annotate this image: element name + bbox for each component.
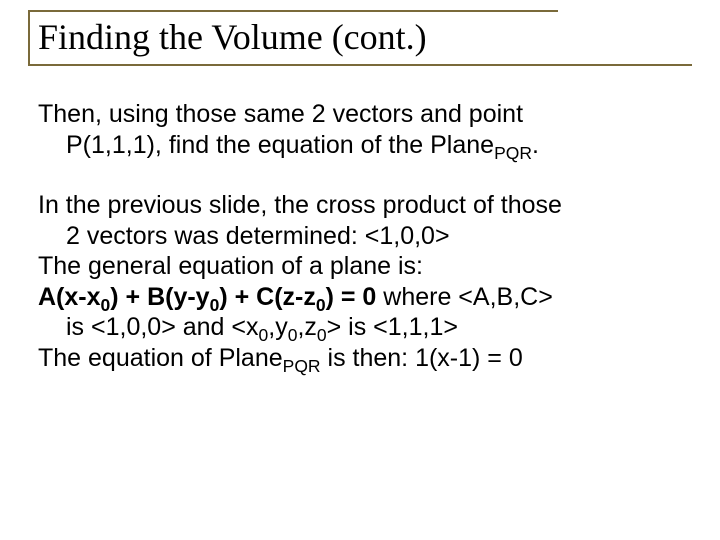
p2-line1: In the previous slide, the cross product…: [38, 191, 562, 219]
rule-bottom: [28, 64, 692, 66]
rule-top: [28, 10, 558, 12]
equation-line: A(x-x0) + B(y-y0) + C(z-z0) = 0 where <A…: [38, 282, 682, 343]
eq-part-b: ) + B(y-y: [110, 283, 209, 311]
p4-post: > is <1,1,1>: [327, 313, 458, 341]
paragraph-5: The equation of PlanePQR is then: 1(x-1)…: [38, 343, 682, 374]
slide: Finding the Volume (cont.) Then, using t…: [0, 0, 720, 540]
paragraph-2: In the previous slide, the cross product…: [38, 190, 682, 251]
p1-line2-pre: P(1,1,1), find the equation of the Plane: [66, 131, 494, 159]
paragraph-1: Then, using those same 2 vectors and poi…: [38, 99, 682, 160]
rule-left: [28, 10, 30, 66]
p1-line2-post: .: [532, 131, 539, 159]
eq-part-c: ) + C(z-z: [219, 283, 316, 311]
p4-mid2: ,z: [297, 313, 316, 341]
p1-line2: P(1,1,1), find the equation of the Plane…: [38, 130, 682, 161]
p4-line2: is <1,0,0> and <x0,y0,z0> is <1,1,1>: [38, 312, 682, 343]
slide-title: Finding the Volume (cont.): [28, 16, 692, 59]
p3-text: The general equation of a plane is:: [38, 252, 423, 280]
p2-line2: 2 vectors was determined: <1,0,0>: [38, 221, 682, 252]
eq-part-d: ) = 0: [326, 283, 377, 311]
slide-body: Then, using those same 2 vectors and poi…: [28, 99, 692, 373]
p1-line1: Then, using those same 2 vectors and poi…: [38, 100, 523, 128]
paragraph-3: The general equation of a plane is:: [38, 251, 682, 282]
p4-pre: is <1,0,0> and <x: [66, 313, 259, 341]
eq-part-a: A(x-x: [38, 283, 101, 311]
eq-tail: where <A,B,C>: [376, 283, 552, 311]
p5-post: is then: 1(x-1) = 0: [321, 344, 523, 372]
title-block: Finding the Volume (cont.): [28, 10, 692, 63]
p5-sub: PQR: [283, 356, 321, 376]
p1-sub: PQR: [494, 143, 532, 163]
p4-mid1: ,y: [268, 313, 287, 341]
p5-pre: The equation of Plane: [38, 344, 283, 372]
